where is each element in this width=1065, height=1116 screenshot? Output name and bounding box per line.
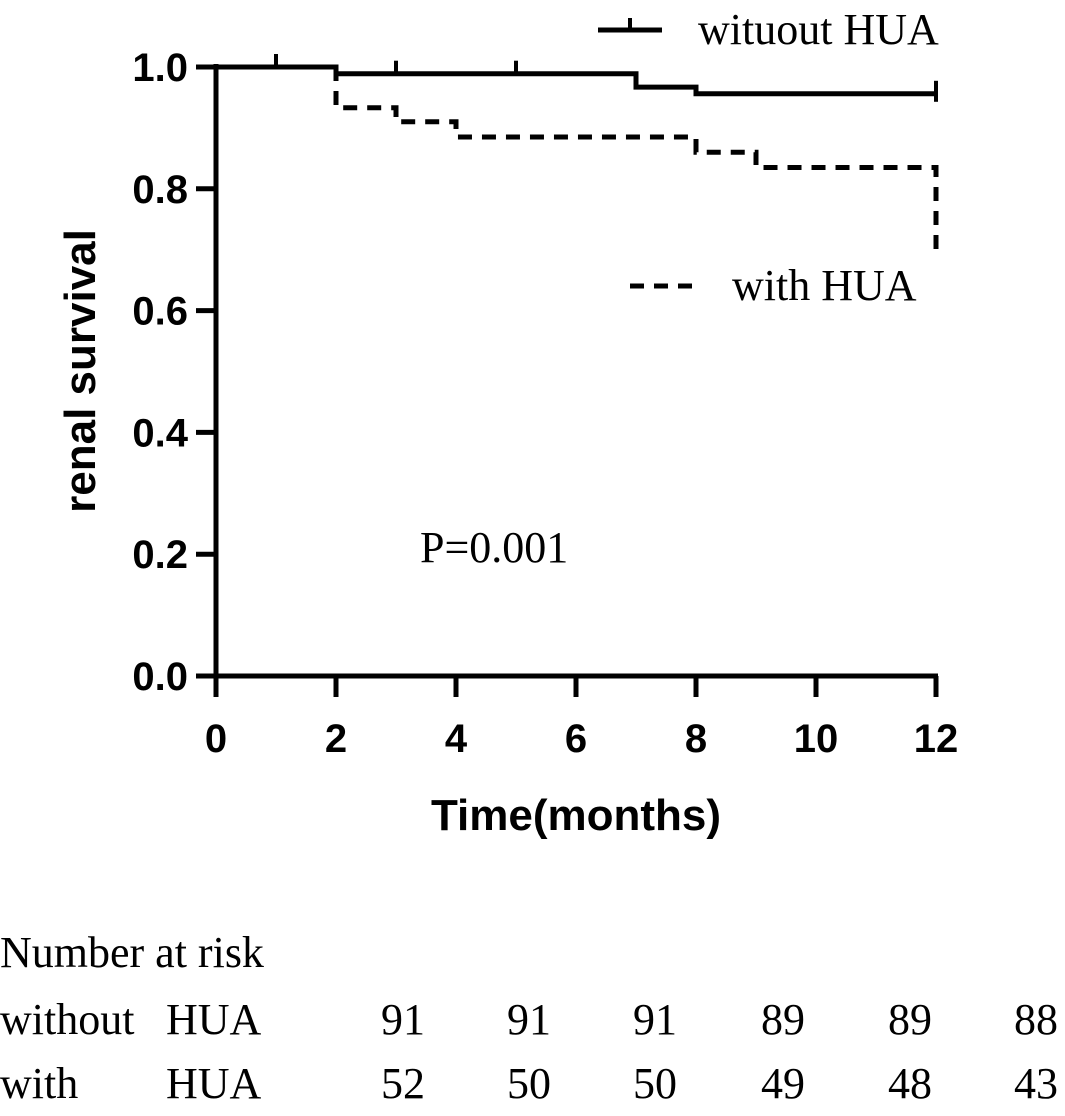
y-ticks: 0.0 0.2 0.4 0.6 0.8 1.0 <box>132 46 216 699</box>
y-axis-title: renal survival <box>56 229 105 513</box>
risk-row-label-b-with: HUA <box>166 1059 262 1108</box>
risk-row-label-a-without: without <box>0 995 134 1044</box>
x-tick-label: 10 <box>794 717 839 761</box>
risk-value: 89 <box>888 995 932 1044</box>
risk-value: 89 <box>761 995 805 1044</box>
legend-with-hua: with HUA <box>630 261 917 310</box>
y-tick-label: 1.0 <box>132 46 188 90</box>
legend-without-hua: wituout HUA <box>598 5 939 54</box>
y-tick-label: 0.8 <box>132 168 188 212</box>
legend-label-without-hua: wituout HUA <box>698 5 939 54</box>
risk-row-label-b-without: HUA <box>166 995 262 1044</box>
risk-values: 91 91 91 89 89 88 52 50 50 49 48 43 <box>381 995 1058 1108</box>
risk-value: 91 <box>381 995 425 1044</box>
series-layer <box>216 54 939 250</box>
risk-value: 88 <box>1014 995 1058 1044</box>
x-tick-label: 6 <box>565 717 587 761</box>
risk-value: 91 <box>507 995 551 1044</box>
risk-value: 48 <box>888 1059 932 1108</box>
y-tick-label: 0.6 <box>132 290 188 334</box>
x-tick-label: 2 <box>325 717 347 761</box>
x-tick-label: 0 <box>205 717 227 761</box>
risk-value: 43 <box>1014 1059 1058 1108</box>
risk-table-title: Number at risk <box>0 928 264 977</box>
x-tick-label: 4 <box>445 717 468 761</box>
risk-value: 52 <box>381 1059 425 1108</box>
y-tick-label: 0.2 <box>132 533 188 577</box>
x-axis-title: Time(months) <box>431 791 721 840</box>
risk-row-label-a-with: with <box>0 1059 78 1108</box>
x-tick-label: 8 <box>685 717 707 761</box>
p-value-annotation: P=0.001 <box>420 523 568 572</box>
legend-label-with-hua: with HUA <box>732 261 917 310</box>
y-tick-label: 0.4 <box>132 411 188 455</box>
risk-value: 50 <box>633 1059 677 1108</box>
x-ticks: 0 2 4 6 8 10 12 <box>205 676 958 761</box>
x-tick-label: 12 <box>914 717 959 761</box>
y-tick-label: 0.0 <box>132 655 188 699</box>
series-line-without-hua <box>216 64 936 97</box>
risk-value: 50 <box>507 1059 551 1108</box>
risk-value: 49 <box>761 1059 805 1108</box>
risk-value: 91 <box>633 995 677 1044</box>
